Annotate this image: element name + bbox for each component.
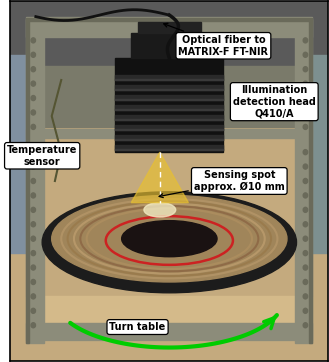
Circle shape bbox=[303, 193, 308, 198]
Circle shape bbox=[303, 110, 308, 115]
Bar bbox=[131, 33, 208, 58]
Circle shape bbox=[31, 207, 36, 212]
Circle shape bbox=[31, 164, 36, 169]
Circle shape bbox=[31, 178, 36, 184]
Bar bbox=[115, 135, 223, 140]
Bar bbox=[26, 17, 313, 37]
Text: Turn table: Turn table bbox=[110, 322, 166, 332]
Bar bbox=[11, 66, 328, 127]
Circle shape bbox=[303, 323, 308, 328]
Circle shape bbox=[303, 279, 308, 285]
Bar bbox=[115, 75, 223, 80]
Circle shape bbox=[303, 308, 308, 313]
Bar bbox=[115, 89, 223, 90]
Circle shape bbox=[303, 125, 308, 130]
Bar bbox=[115, 99, 223, 100]
Ellipse shape bbox=[42, 192, 296, 293]
Circle shape bbox=[31, 193, 36, 198]
Bar bbox=[295, 19, 313, 343]
Circle shape bbox=[31, 110, 36, 115]
Bar bbox=[11, 1, 328, 66]
Bar bbox=[115, 105, 223, 110]
Circle shape bbox=[303, 38, 308, 43]
Circle shape bbox=[303, 150, 308, 155]
Circle shape bbox=[31, 81, 36, 86]
Circle shape bbox=[303, 207, 308, 212]
Circle shape bbox=[303, 251, 308, 256]
Bar bbox=[115, 119, 223, 120]
Bar bbox=[300, 55, 328, 253]
Circle shape bbox=[303, 96, 308, 101]
Bar bbox=[309, 19, 313, 343]
Bar bbox=[115, 139, 223, 140]
Circle shape bbox=[303, 222, 308, 227]
Ellipse shape bbox=[122, 221, 217, 257]
Bar bbox=[26, 19, 30, 343]
Circle shape bbox=[31, 251, 36, 256]
Text: Illumination
detection head
Q410/A: Illumination detection head Q410/A bbox=[233, 85, 316, 118]
Bar bbox=[115, 85, 223, 90]
Text: Temperature
sensor: Temperature sensor bbox=[7, 145, 77, 167]
Bar bbox=[26, 19, 44, 343]
Circle shape bbox=[303, 52, 308, 57]
Circle shape bbox=[303, 67, 308, 72]
Bar bbox=[115, 125, 223, 130]
Circle shape bbox=[303, 81, 308, 86]
Circle shape bbox=[31, 265, 36, 270]
Bar bbox=[26, 129, 313, 138]
Bar bbox=[26, 296, 313, 340]
Circle shape bbox=[31, 150, 36, 155]
Circle shape bbox=[31, 125, 36, 130]
Circle shape bbox=[31, 96, 36, 101]
Circle shape bbox=[303, 294, 308, 299]
Circle shape bbox=[31, 38, 36, 43]
Text: Sensing spot
approx. Ø10 mm: Sensing spot approx. Ø10 mm bbox=[159, 170, 285, 198]
Bar bbox=[115, 95, 223, 100]
Circle shape bbox=[31, 294, 36, 299]
Bar bbox=[115, 145, 223, 150]
Bar bbox=[26, 323, 313, 340]
Text: Optical fiber to
MATRIX-F FT-NIR: Optical fiber to MATRIX-F FT-NIR bbox=[164, 23, 268, 56]
Bar bbox=[115, 149, 223, 150]
Circle shape bbox=[303, 265, 308, 270]
Circle shape bbox=[31, 67, 36, 72]
Circle shape bbox=[303, 164, 308, 169]
Bar bbox=[26, 18, 313, 21]
Circle shape bbox=[303, 236, 308, 241]
Circle shape bbox=[31, 52, 36, 57]
Circle shape bbox=[31, 323, 36, 328]
Bar bbox=[115, 115, 223, 120]
Polygon shape bbox=[131, 152, 189, 203]
Bar bbox=[11, 55, 39, 253]
Circle shape bbox=[31, 222, 36, 227]
Bar bbox=[138, 22, 201, 33]
Ellipse shape bbox=[144, 203, 176, 217]
Bar bbox=[115, 109, 223, 110]
Circle shape bbox=[31, 236, 36, 241]
Bar bbox=[115, 58, 223, 152]
Circle shape bbox=[31, 279, 36, 285]
Bar bbox=[115, 129, 223, 130]
Circle shape bbox=[303, 178, 308, 184]
Ellipse shape bbox=[52, 195, 287, 282]
Circle shape bbox=[31, 308, 36, 313]
Bar bbox=[115, 79, 223, 80]
